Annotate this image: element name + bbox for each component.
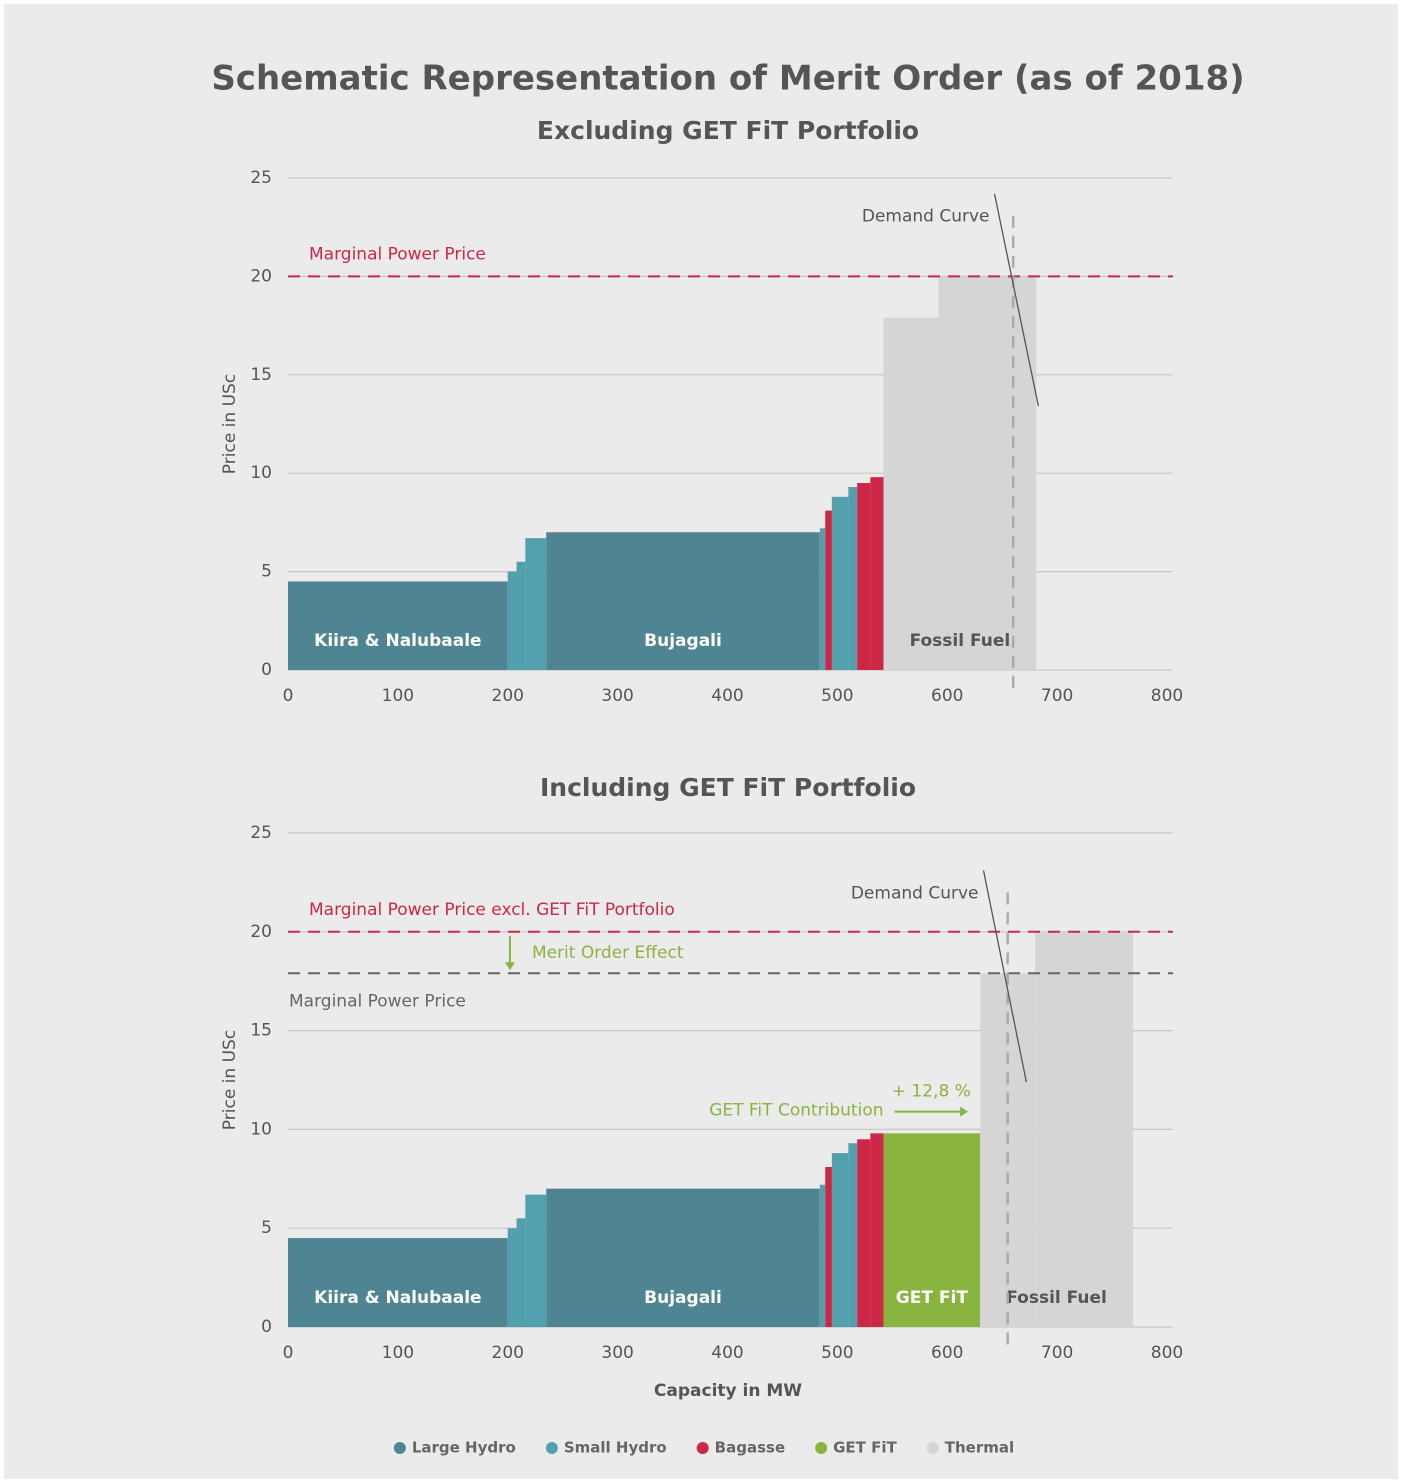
reference-label: Marginal Power Price (309, 244, 486, 264)
x-tick-label: 500 (821, 686, 853, 706)
y-tick-label: 10 (250, 1119, 272, 1139)
legend-label: Thermal (945, 1439, 1014, 1457)
x-tick-label: 200 (492, 1343, 524, 1363)
x-tick-label: 500 (821, 1343, 853, 1363)
legend-label: GET FiT (833, 1439, 897, 1457)
x-axis-title: Capacity in MW (654, 1381, 802, 1401)
block (857, 1139, 871, 1327)
block (883, 317, 939, 670)
x-tick-label: 800 (1151, 686, 1183, 706)
contribution-label: GET FiT Contribution (709, 1101, 883, 1121)
y-tick-label: 5 (261, 562, 272, 582)
block (288, 581, 508, 670)
block-label: Bujagali (644, 631, 722, 651)
x-tick-label: 300 (601, 686, 633, 706)
contribution-arrowhead (960, 1106, 969, 1117)
legend-marker (815, 1442, 828, 1454)
reference-label: Marginal Power Price excl. GET FiT Portf… (309, 900, 675, 920)
block (980, 973, 1036, 1327)
legend-label: Small Hydro (564, 1439, 667, 1457)
y-tick-label: 20 (250, 266, 272, 286)
block (825, 510, 832, 670)
legend-marker (926, 1442, 939, 1454)
x-tick-label: 100 (382, 686, 414, 706)
block-label: GET FiT (896, 1288, 969, 1308)
block-label: Fossil Fuel (1006, 1288, 1107, 1308)
effect-arrowhead (504, 962, 515, 971)
block-label: Fossil Fuel (910, 631, 1011, 651)
block (1035, 931, 1133, 1327)
y-tick-label: 15 (250, 365, 272, 385)
block (883, 1133, 981, 1327)
y-tick-label: 10 (250, 463, 272, 483)
block (507, 571, 517, 670)
y-tick-label: 25 (250, 823, 272, 843)
block (848, 1143, 858, 1327)
y-tick-label: 0 (261, 660, 272, 680)
x-tick-label: 700 (1041, 1343, 1073, 1363)
demand-curve (982, 870, 1027, 1083)
legend-marker (696, 1442, 709, 1454)
block (546, 1188, 820, 1327)
block (516, 561, 526, 670)
x-tick-label: 100 (382, 1343, 414, 1363)
x-tick-label: 700 (1041, 686, 1073, 706)
legend-marker (545, 1442, 558, 1454)
x-tick-label: 0 (283, 1343, 294, 1363)
chart-subtitle: Including GET FiT Portfolio (540, 773, 916, 802)
y-tick-label: 5 (261, 1218, 272, 1238)
block (819, 528, 826, 670)
block-label: Bujagali (644, 1288, 722, 1308)
block (938, 276, 1037, 670)
reference-label: Marginal Power Price (289, 991, 466, 1011)
y-tick-label: 15 (250, 1021, 272, 1041)
x-tick-label: 0 (283, 686, 294, 706)
y-axis-title: Price in USc (220, 374, 240, 474)
block (525, 538, 547, 670)
block (819, 1184, 826, 1327)
block (825, 1166, 832, 1327)
demand-label: Demand Curve (862, 207, 990, 227)
x-tick-label: 400 (711, 686, 743, 706)
effect-label: Merit Order Effect (532, 943, 684, 963)
chart-subtitle: Excluding GET FiT Portfolio (537, 116, 919, 145)
block (546, 532, 820, 670)
x-tick-label: 600 (931, 1343, 963, 1363)
y-axis-title: Price in USc (220, 1030, 240, 1130)
y-tick-label: 25 (250, 168, 272, 188)
x-tick-label: 600 (931, 686, 963, 706)
block (288, 1238, 508, 1327)
block (507, 1228, 517, 1327)
x-tick-label: 300 (601, 1343, 633, 1363)
block (870, 477, 884, 670)
block-label: Kiira & Nalubaale (314, 631, 481, 651)
legend-label: Bagasse (715, 1439, 785, 1457)
block (848, 486, 858, 670)
demand-label: Demand Curve (851, 884, 979, 904)
legend-label: Large Hydro (412, 1439, 516, 1457)
contribution-value: + 12,8 % (892, 1082, 971, 1102)
x-tick-label: 400 (711, 1343, 743, 1363)
demand-curve (993, 193, 1040, 407)
page-title: Schematic Representation of Merit Order … (211, 59, 1244, 99)
x-tick-label: 200 (492, 686, 524, 706)
block (516, 1218, 526, 1327)
block (870, 1133, 884, 1327)
block (525, 1194, 547, 1327)
y-tick-label: 0 (261, 1317, 272, 1337)
block (831, 496, 849, 670)
legend-marker (393, 1442, 406, 1454)
block (857, 483, 871, 670)
block (831, 1153, 849, 1327)
block-label: Kiira & Nalubaale (314, 1288, 481, 1308)
x-tick-label: 800 (1151, 1343, 1183, 1363)
y-tick-label: 20 (250, 922, 272, 942)
